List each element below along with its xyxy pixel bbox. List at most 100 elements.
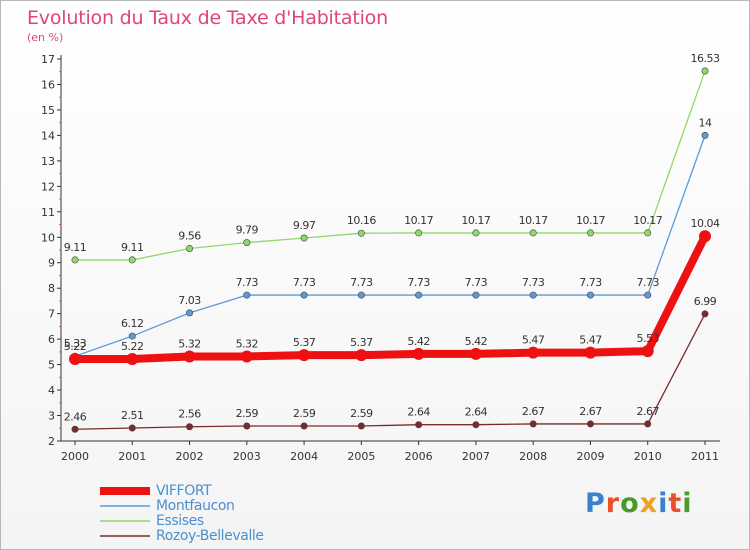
data-label: 7.73 (350, 276, 373, 289)
data-label: 7.73 (636, 276, 659, 289)
legend-item-rozoy-bellevalle: Rozoy-Bellevalle (100, 529, 264, 544)
y-tick-label: 17 (41, 53, 55, 66)
legend-swatch-essises (100, 520, 150, 522)
data-point (128, 256, 136, 264)
data-label: 5.22 (121, 340, 144, 353)
data-label: 9.11 (64, 241, 87, 254)
legend-swatch-montfaucon (100, 505, 150, 507)
logo-letter: x (639, 488, 659, 519)
logo-letter: P (585, 488, 606, 519)
data-label: 6.12 (121, 317, 144, 330)
data-point (300, 291, 308, 299)
y-tick-label: 7 (48, 308, 55, 321)
legend-label-essises: Essises (156, 513, 204, 529)
data-label: 7.73 (236, 276, 259, 289)
x-tick-label: 2004 (290, 450, 318, 463)
y-tick-label: 12 (41, 180, 55, 193)
data-label: 5.32 (236, 337, 259, 350)
data-label: 10.17 (519, 214, 548, 227)
data-label: 2.56 (178, 408, 201, 421)
data-label: 10.17 (461, 214, 490, 227)
series-line-essises (74, 70, 706, 261)
data-point (529, 229, 537, 237)
data-point (186, 244, 194, 252)
data-point (357, 422, 365, 430)
data-label: 10.17 (576, 214, 605, 227)
x-tick-label: 2009 (576, 450, 604, 463)
data-label: 7.03 (178, 294, 201, 307)
y-tick-label: 16 (41, 78, 55, 91)
proxiti-logo: Proxiti (585, 488, 693, 519)
logo-letter: t (668, 488, 683, 519)
x-tick-label: 2010 (634, 450, 662, 463)
series-line-rozoy-bellevalle (74, 313, 706, 430)
data-label: 10.04 (691, 217, 720, 230)
data-point (126, 352, 139, 365)
legend-swatch-rozoy-bellevalle (100, 535, 150, 537)
data-label: 10.17 (404, 214, 433, 227)
legend-label-viffort: VIFFORT (156, 483, 212, 499)
data-point (243, 291, 251, 299)
data-label: 9.97 (293, 219, 316, 232)
data-label: 2.67 (522, 405, 545, 418)
data-label: 2.64 (407, 406, 430, 419)
data-label: 2.67 (636, 405, 659, 418)
data-label: 2.64 (465, 406, 488, 419)
data-label: 9.11 (121, 241, 144, 254)
chart-subtitle: (en %) (27, 31, 64, 44)
legend-swatch-viffort (100, 487, 150, 495)
data-point (586, 420, 594, 428)
data-label: 5.33 (64, 337, 87, 350)
data-point (584, 346, 597, 359)
data-label: 7.73 (579, 276, 602, 289)
data-label: 2.67 (579, 405, 602, 418)
data-point (186, 423, 194, 431)
y-tick-label: 4 (48, 384, 55, 397)
data-point (357, 229, 365, 237)
x-tick-label: 2007 (462, 450, 490, 463)
data-point (243, 422, 251, 430)
logo-letter: i (658, 488, 669, 519)
data-label: 14 (699, 116, 712, 129)
x-tick-label: 2000 (61, 450, 89, 463)
data-point (701, 131, 709, 139)
data-point (71, 425, 79, 433)
data-point (641, 345, 654, 358)
data-point (644, 291, 652, 299)
data-point (357, 291, 365, 299)
logo-letter: i (682, 488, 693, 519)
data-label: 16.53 (691, 52, 720, 65)
data-label: 5.53 (636, 332, 659, 345)
data-point (128, 424, 136, 432)
y-tick-label: 15 (41, 104, 55, 117)
y-tick-label: 3 (48, 410, 55, 423)
data-point (644, 229, 652, 237)
data-label: 6.99 (694, 295, 717, 308)
y-tick-label: 6 (48, 333, 55, 346)
data-point (71, 256, 79, 264)
y-tick-label: 14 (41, 129, 55, 142)
y-tick-label: 11 (41, 206, 55, 219)
data-point (128, 332, 136, 340)
data-label: 9.56 (178, 229, 201, 242)
data-point (469, 347, 482, 360)
data-point (472, 229, 480, 237)
data-point (183, 350, 196, 363)
data-point (298, 349, 311, 362)
data-label: 9.79 (236, 224, 259, 237)
data-label: 2.59 (236, 407, 259, 420)
data-label: 2.46 (64, 410, 87, 423)
series-line-montfaucon (74, 134, 706, 357)
data-label: 5.32 (178, 337, 201, 350)
data-point (415, 421, 423, 429)
data-label: 7.73 (293, 276, 316, 289)
data-point (527, 346, 540, 359)
data-label: 5.42 (465, 335, 488, 348)
legend-label-rozoy-bellevalle: Rozoy-Bellevalle (156, 528, 264, 544)
data-point (586, 229, 594, 237)
data-label: 10.17 (633, 214, 662, 227)
data-label: 5.47 (579, 334, 602, 347)
data-point (243, 239, 251, 247)
data-point (472, 421, 480, 429)
